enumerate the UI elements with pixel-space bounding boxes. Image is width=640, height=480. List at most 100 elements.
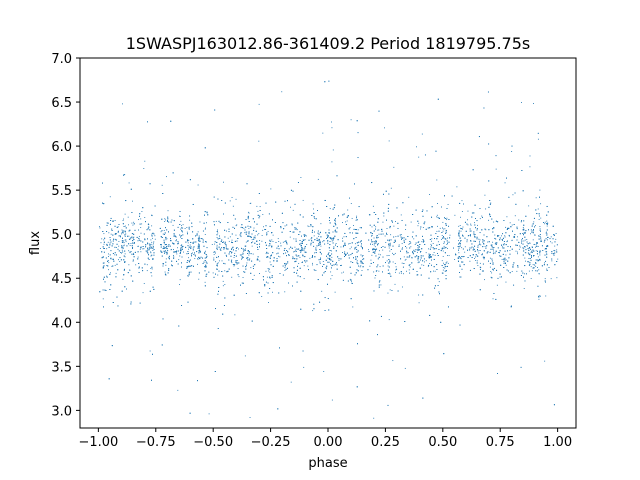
data-point xyxy=(403,240,405,242)
data-point xyxy=(342,252,343,253)
data-point xyxy=(457,235,459,237)
data-point xyxy=(188,271,190,273)
data-point xyxy=(319,243,321,245)
data-point xyxy=(408,264,410,266)
data-point xyxy=(152,250,154,251)
data-point xyxy=(360,241,361,243)
data-point xyxy=(512,265,514,267)
data-point xyxy=(117,232,119,233)
data-point xyxy=(388,319,390,321)
data-point xyxy=(355,232,357,234)
data-point xyxy=(147,252,149,254)
data-point xyxy=(160,236,162,238)
data-point xyxy=(182,234,184,236)
data-point xyxy=(128,243,130,245)
data-point xyxy=(266,232,268,234)
data-point xyxy=(380,233,382,235)
data-point xyxy=(390,234,392,236)
data-point xyxy=(522,254,524,256)
data-point xyxy=(513,236,515,238)
data-point xyxy=(148,248,150,250)
data-point xyxy=(522,272,524,274)
data-point xyxy=(492,250,494,252)
data-point xyxy=(127,216,129,218)
data-point xyxy=(492,253,494,255)
data-point xyxy=(537,250,538,252)
data-point xyxy=(235,260,237,262)
data-point xyxy=(180,220,182,222)
data-point xyxy=(372,241,374,243)
data-point xyxy=(140,218,142,220)
data-point xyxy=(514,215,516,217)
data-point xyxy=(313,208,314,210)
data-point xyxy=(436,179,438,181)
data-point xyxy=(185,241,187,243)
data-point xyxy=(428,256,430,258)
data-point xyxy=(144,160,146,162)
data-point xyxy=(380,247,382,248)
data-point xyxy=(298,262,300,264)
data-point xyxy=(220,249,222,251)
data-point xyxy=(522,232,524,234)
data-point xyxy=(106,248,108,250)
data-point xyxy=(111,265,113,267)
data-point xyxy=(320,223,322,225)
data-point xyxy=(217,198,219,200)
data-point xyxy=(271,277,273,278)
data-point xyxy=(240,236,242,238)
data-point xyxy=(388,245,390,247)
data-point xyxy=(470,223,472,225)
data-point xyxy=(429,194,431,195)
data-point xyxy=(458,243,459,245)
data-point xyxy=(229,236,231,238)
data-point xyxy=(197,263,198,265)
data-point xyxy=(261,240,263,242)
data-point xyxy=(474,258,475,259)
data-point xyxy=(252,265,254,267)
data-point xyxy=(205,241,207,242)
data-point xyxy=(509,222,511,224)
data-point xyxy=(351,281,352,283)
data-point xyxy=(470,224,472,226)
data-point xyxy=(206,273,208,275)
data-point xyxy=(335,243,337,244)
data-point xyxy=(519,246,521,248)
data-point xyxy=(340,246,342,248)
data-point xyxy=(457,246,459,247)
data-point xyxy=(406,247,408,249)
data-point xyxy=(258,217,260,219)
data-point xyxy=(247,257,249,259)
data-point xyxy=(160,244,162,246)
data-point xyxy=(264,285,266,287)
data-point xyxy=(430,246,432,248)
data-point xyxy=(460,227,462,229)
data-point xyxy=(221,247,223,249)
data-point xyxy=(150,255,152,257)
data-point xyxy=(490,276,492,278)
data-point xyxy=(213,251,215,253)
data-point xyxy=(499,255,500,257)
data-point xyxy=(375,226,377,228)
data-point xyxy=(138,219,140,221)
data-point xyxy=(103,247,105,249)
data-point xyxy=(109,289,111,290)
data-point xyxy=(313,308,315,310)
data-point xyxy=(233,214,235,216)
data-point xyxy=(389,250,391,252)
data-point xyxy=(360,260,362,262)
data-point xyxy=(239,234,241,236)
data-point xyxy=(421,248,423,250)
data-point xyxy=(293,251,295,253)
data-point xyxy=(397,228,399,229)
data-point xyxy=(519,245,521,247)
data-point xyxy=(547,236,549,238)
data-point xyxy=(458,261,459,262)
data-point xyxy=(272,234,274,236)
data-point xyxy=(453,247,454,249)
data-point xyxy=(491,260,493,262)
data-point xyxy=(500,235,502,237)
data-point xyxy=(389,272,390,274)
data-point xyxy=(443,243,445,244)
data-point xyxy=(258,140,260,142)
data-point xyxy=(290,206,291,208)
